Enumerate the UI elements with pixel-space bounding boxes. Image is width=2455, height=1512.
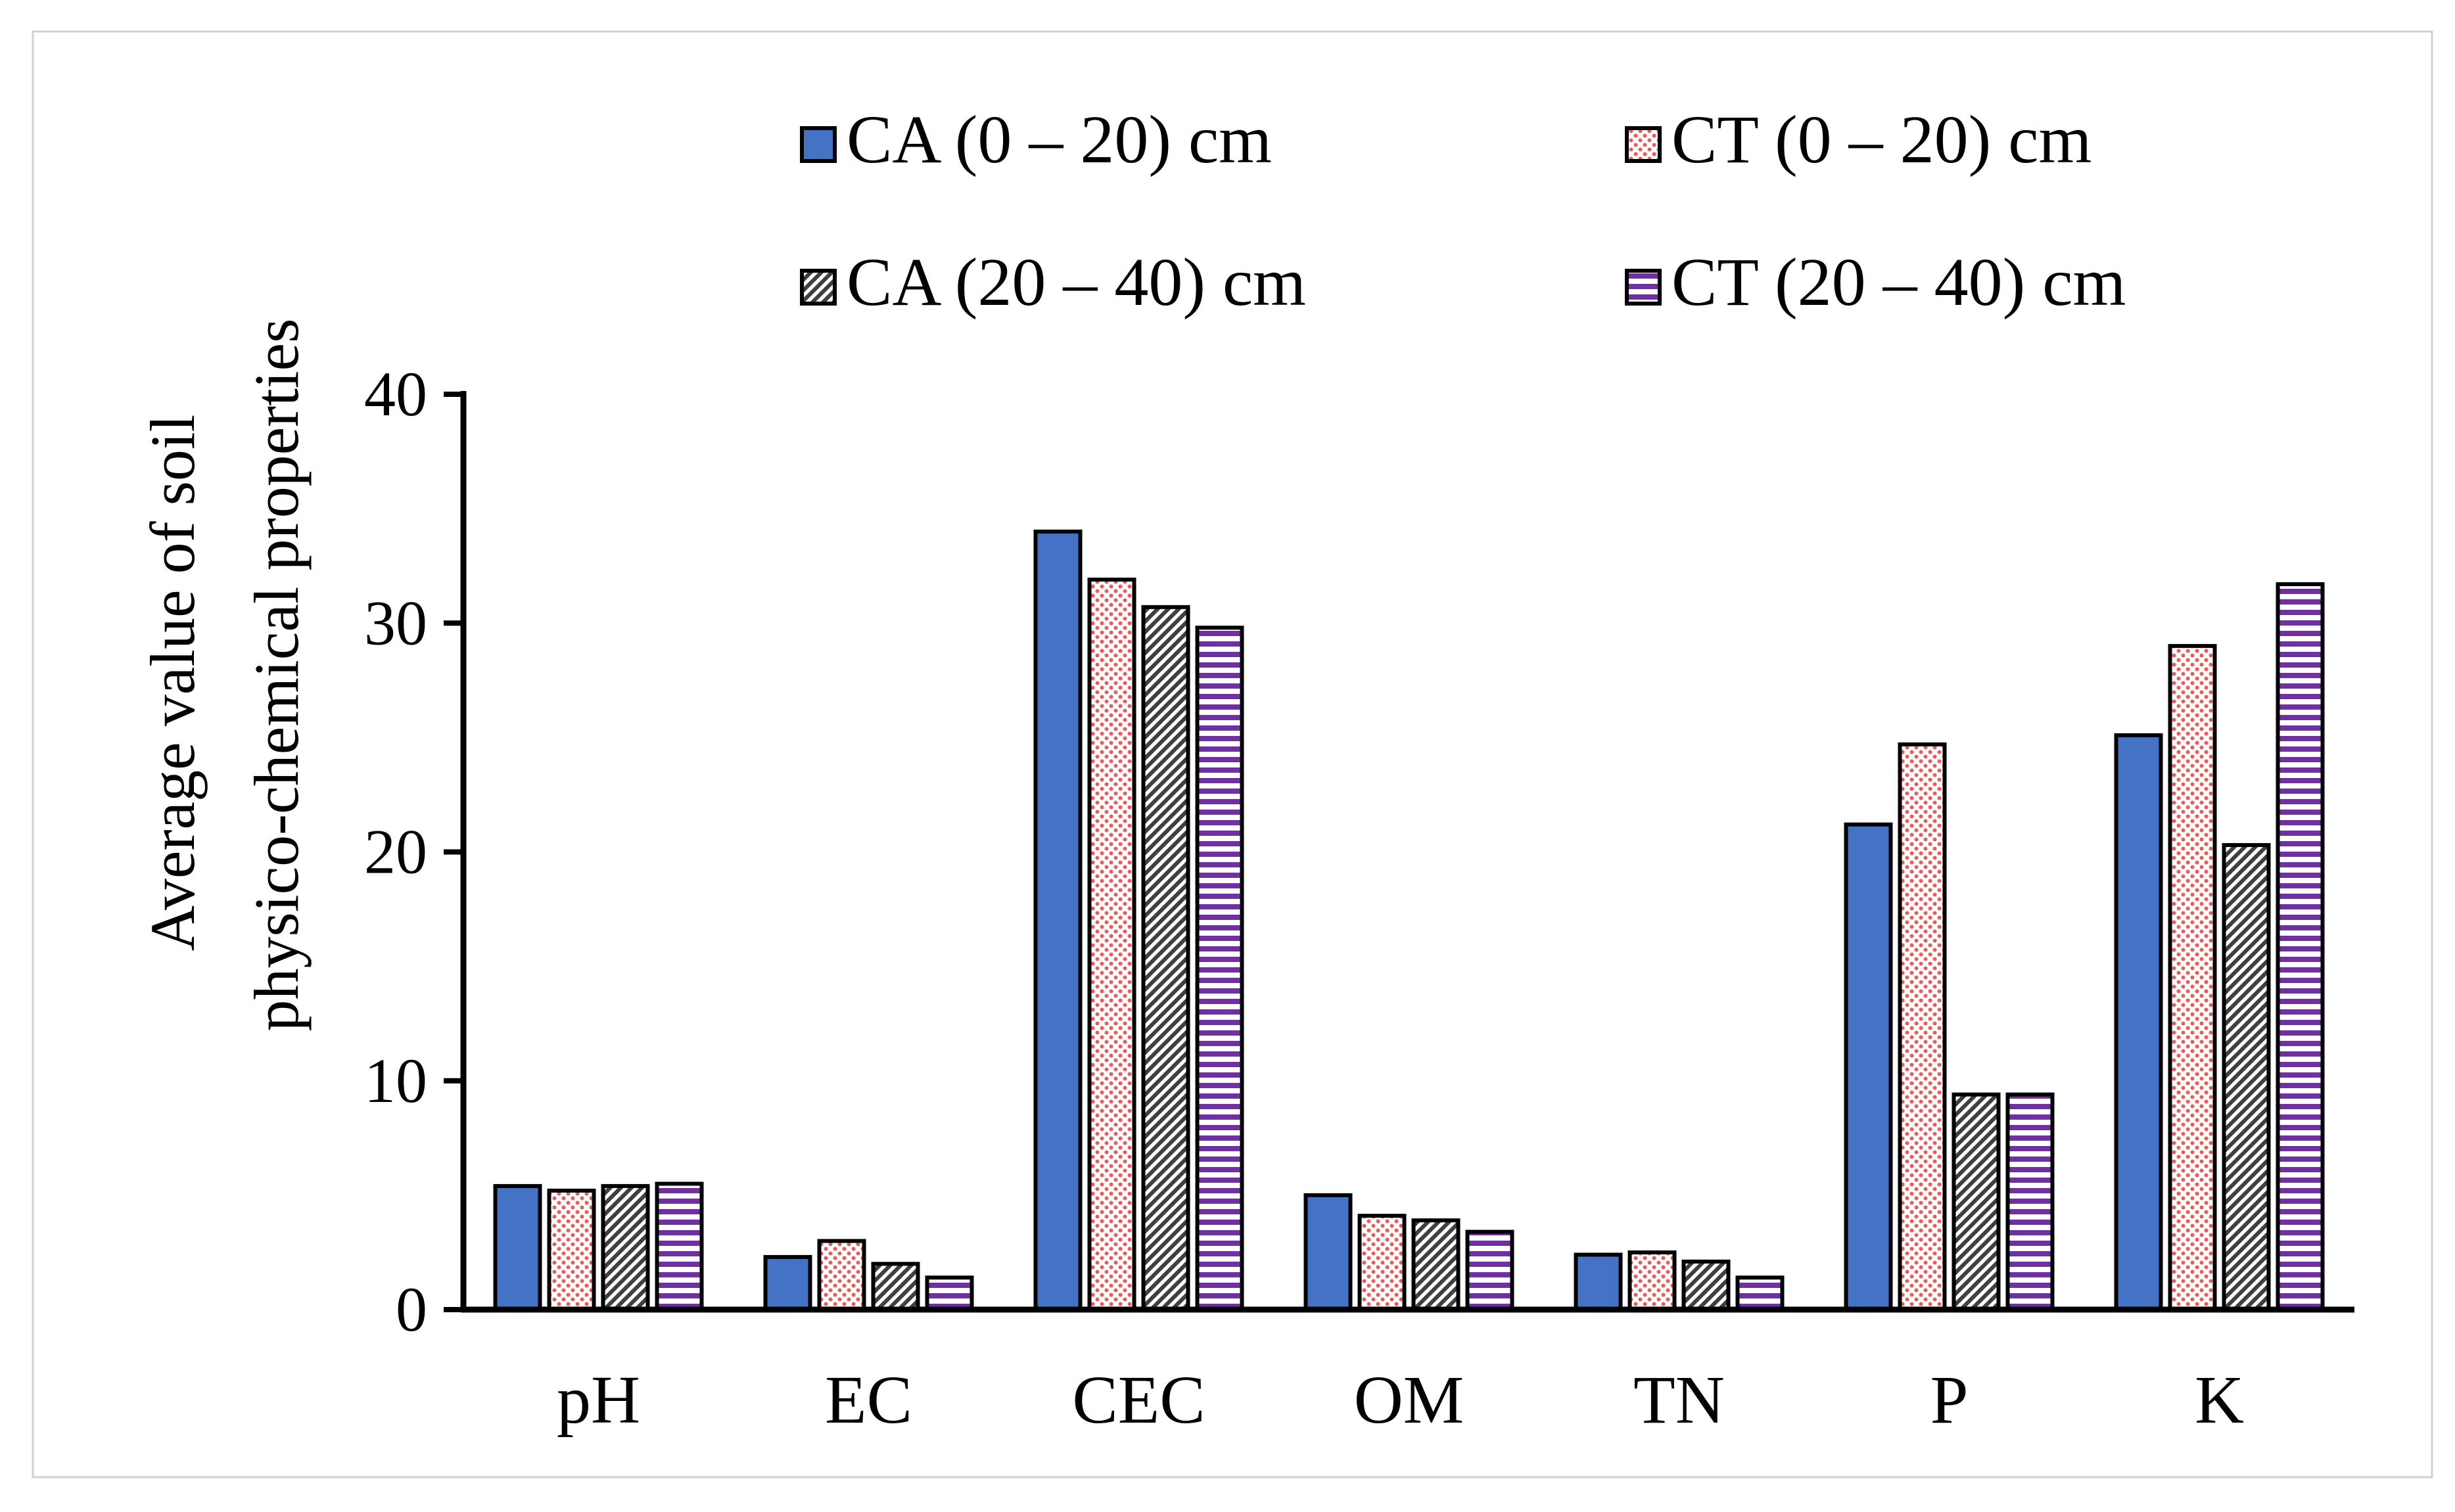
bar-p-series-3 <box>1952 1092 2001 1312</box>
y-tick-label-10: 10 <box>364 1045 427 1116</box>
bar-tn-series-1 <box>1574 1252 1623 1312</box>
y-axis-title-line-1: Average value of soil <box>137 415 208 951</box>
x-tick-label-om: OM <box>1354 1362 1464 1438</box>
legend-swatch-series-3 <box>800 269 837 306</box>
y-axis-title-line-2: physico-chemical properties <box>241 319 312 1032</box>
bar-om-series-2 <box>1357 1214 1407 1312</box>
bar-k-series-3 <box>2222 843 2271 1312</box>
bar-k-series-4 <box>2276 582 2325 1312</box>
bar-cec-series-4 <box>1195 626 1244 1312</box>
ticks: pH EC CEC OM TN P K 0 10 20 30 40 <box>364 359 2244 1438</box>
bar-ph-series-3 <box>601 1183 650 1312</box>
x-tick-label-k: K <box>2195 1362 2244 1438</box>
bar-k-series-1 <box>2114 733 2163 1312</box>
bar-ec-series-2 <box>817 1239 866 1312</box>
x-tick-label-ec: EC <box>825 1362 912 1438</box>
bar-tn-series-3 <box>1681 1259 1731 1312</box>
y-tick-label-30: 30 <box>364 587 427 658</box>
legend: CA (0 – 20) cm CT (0 – 20) cm CA (20 – 40)… <box>800 102 2126 320</box>
bar-tn-series-2 <box>1627 1250 1677 1312</box>
bars <box>493 529 2325 1312</box>
bar-ec-series-4 <box>925 1275 974 1312</box>
y-tick-label-40: 40 <box>364 359 427 429</box>
x-tick-label-ph: pH <box>557 1362 640 1438</box>
bar-ec-series-3 <box>871 1262 920 1312</box>
bar-p-series-4 <box>2005 1092 2055 1312</box>
legend-label-series-4: CT (20 – 40) cm <box>1672 244 2126 320</box>
x-tick-label-tn: TN <box>1633 1362 1725 1438</box>
bar-om-series-1 <box>1303 1193 1353 1312</box>
bar-cec-series-3 <box>1141 605 1190 1312</box>
legend-swatch-series-4 <box>1625 269 1662 306</box>
bar-p-series-1 <box>1844 822 1893 1312</box>
x-tick-label-cec: CEC <box>1072 1362 1205 1438</box>
bar-om-series-4 <box>1465 1229 1514 1312</box>
legend-label-series-1: CA (0 – 20) cm <box>847 102 1272 177</box>
bar-ph-series-2 <box>547 1188 596 1312</box>
bar-ph-series-1 <box>493 1183 542 1312</box>
legend-label-series-2: CT (0 – 20) cm <box>1672 102 2092 177</box>
bar-p-series-2 <box>1898 742 1947 1312</box>
bar-tn-series-4 <box>1735 1275 1785 1312</box>
bar-ph-series-4 <box>655 1181 704 1312</box>
bar-ec-series-1 <box>763 1254 812 1312</box>
bar-k-series-2 <box>2168 644 2217 1312</box>
bar-om-series-3 <box>1411 1218 1461 1312</box>
y-axis-title: Average value of soil physico-chemical p… <box>137 319 312 1032</box>
bar-cec-series-1 <box>1033 529 1083 1312</box>
y-tick-label-0: 0 <box>396 1274 427 1344</box>
legend-label-series-3: CA (20 – 40) cm <box>847 244 1306 320</box>
x-tick-label-p: P <box>1930 1362 1969 1438</box>
y-tick-label-20: 20 <box>364 817 427 887</box>
legend-swatch-series-2 <box>1625 126 1662 163</box>
bar-cec-series-2 <box>1087 578 1136 1312</box>
legend-swatch-series-1 <box>800 126 837 163</box>
